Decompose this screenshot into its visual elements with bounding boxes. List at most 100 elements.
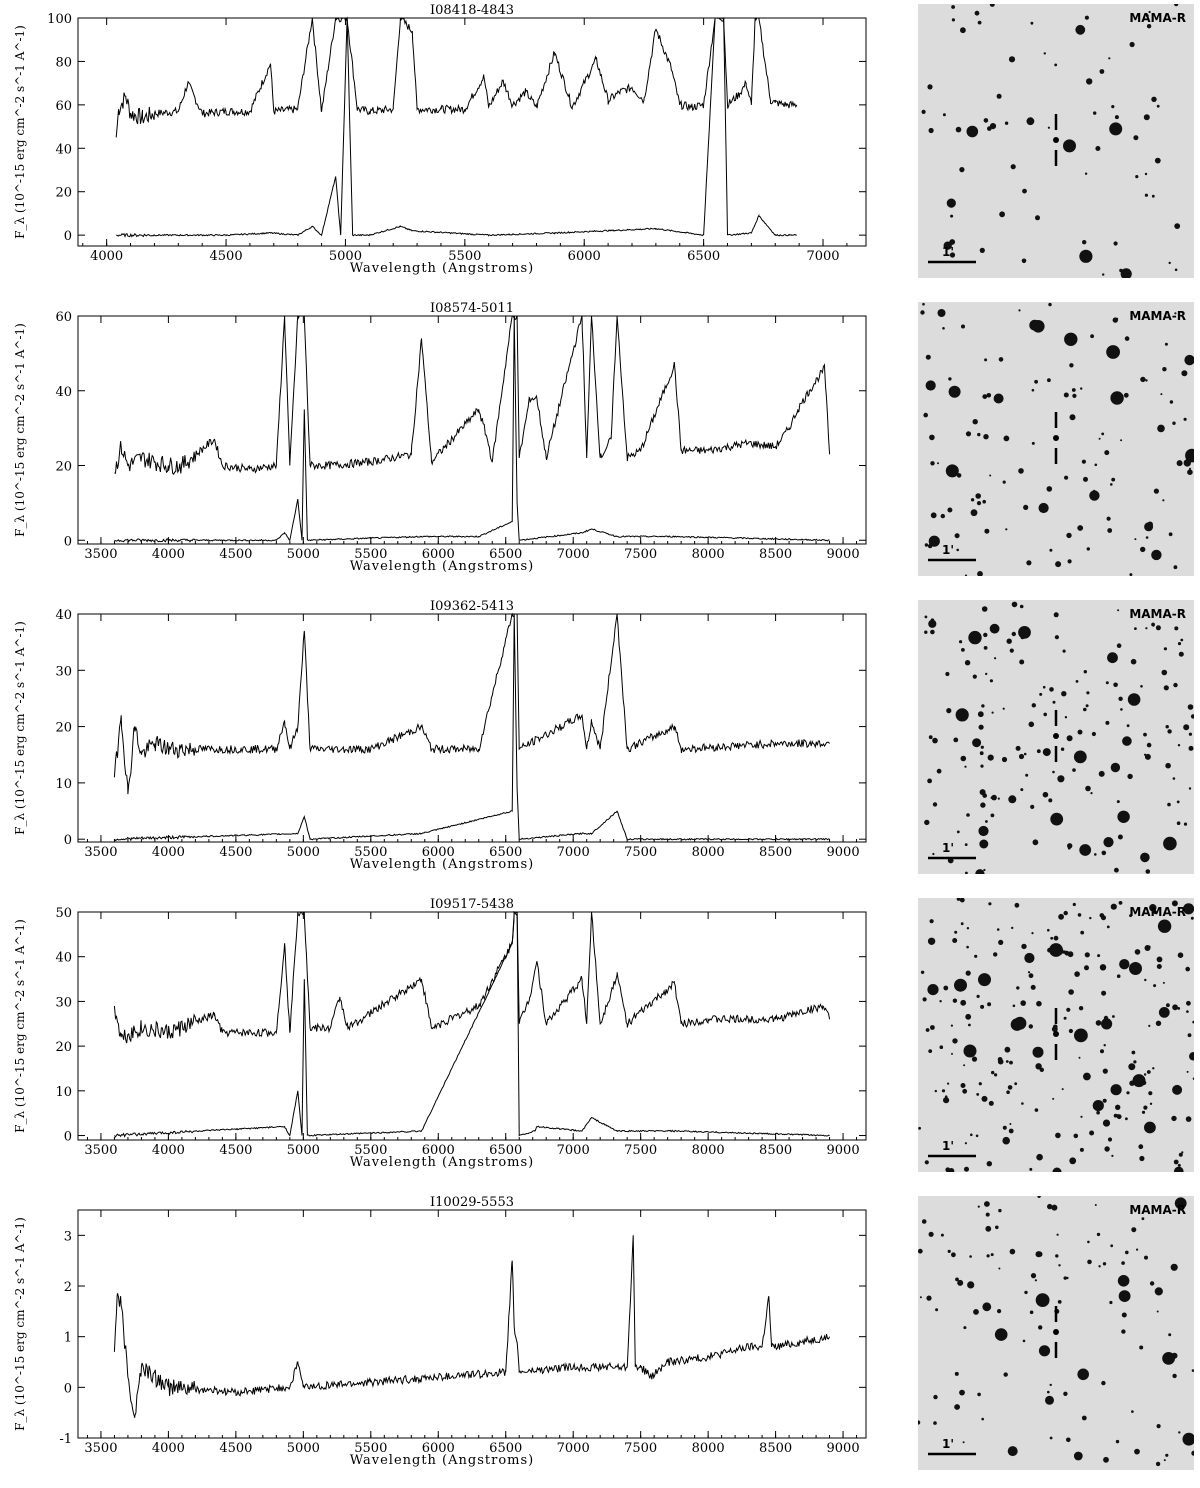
star	[1191, 1369, 1194, 1372]
chart-title: I10029-5553	[430, 1195, 514, 1210]
star	[1050, 812, 1064, 826]
star	[947, 1082, 950, 1085]
target-star	[1053, 435, 1059, 441]
star	[980, 745, 984, 749]
star	[1103, 1456, 1109, 1463]
survey-label: MAMA-R	[1129, 11, 1186, 25]
star	[1173, 682, 1178, 688]
x-tick-label: 8000	[692, 1143, 725, 1158]
star	[1174, 312, 1177, 315]
star	[1130, 658, 1137, 665]
star	[1110, 903, 1117, 910]
star	[1069, 363, 1074, 368]
star	[954, 1371, 959, 1376]
star	[1109, 122, 1123, 136]
x-tick-label: 5500	[354, 1441, 387, 1456]
star	[1024, 952, 1035, 964]
star	[1156, 956, 1163, 963]
y-tick-label: 20	[55, 721, 72, 736]
star	[976, 994, 980, 998]
star	[1101, 432, 1105, 436]
star	[1177, 952, 1184, 958]
star	[937, 309, 946, 317]
star	[1073, 1133, 1079, 1139]
x-tick-label: 9000	[827, 1441, 860, 1456]
star	[1172, 421, 1176, 425]
star	[1033, 841, 1036, 844]
star	[1025, 773, 1029, 777]
star	[1145, 536, 1149, 539]
star	[967, 1281, 975, 1289]
star	[1047, 1203, 1053, 1210]
star	[997, 797, 1000, 800]
star	[1020, 788, 1024, 792]
x-tick-label: 6500	[687, 249, 720, 264]
star	[1126, 724, 1130, 728]
star	[956, 830, 960, 834]
finding-chart-image: MAMA-R 1'	[918, 898, 1194, 1172]
finding-chart-image: MAMA-R 1'	[921, 4, 1186, 278]
star	[1014, 1082, 1018, 1086]
y-tick-label: 60	[55, 310, 72, 325]
star	[1167, 802, 1171, 807]
star	[1176, 821, 1181, 825]
star	[969, 1255, 972, 1258]
star	[925, 354, 931, 360]
star	[1003, 1372, 1008, 1377]
star	[1121, 1312, 1127, 1318]
star	[1073, 1451, 1083, 1461]
star	[978, 825, 989, 837]
star	[1149, 1102, 1153, 1105]
star	[928, 619, 937, 628]
star	[1073, 750, 1087, 764]
star	[963, 1044, 977, 1058]
x-tick-label: 9000	[827, 1143, 860, 1158]
star	[1030, 1273, 1037, 1279]
x-tick-label: 7000	[557, 1441, 590, 1456]
star	[1061, 1088, 1064, 1091]
star	[1011, 631, 1016, 637]
star	[1066, 1276, 1069, 1280]
y-tick-label: 40	[55, 608, 72, 623]
star	[1174, 268, 1178, 272]
star	[983, 646, 988, 650]
star	[1032, 1046, 1044, 1058]
star	[1148, 1091, 1153, 1096]
star	[1086, 78, 1093, 85]
star	[1047, 126, 1050, 129]
star	[1181, 1151, 1184, 1154]
star	[1084, 172, 1088, 175]
star	[1131, 1410, 1134, 1413]
x-axis-label: Wavelength (Angstroms)	[350, 857, 534, 872]
star	[1055, 1132, 1061, 1139]
star	[1183, 724, 1190, 731]
y-tick-label: 0	[64, 229, 72, 244]
x-tick-label: 7000	[557, 1143, 590, 1158]
star	[1066, 1437, 1071, 1443]
star	[1102, 1262, 1107, 1266]
star	[1110, 1084, 1122, 1096]
star	[1018, 626, 1031, 639]
star	[1045, 1395, 1054, 1405]
star	[943, 241, 952, 250]
star	[999, 211, 1005, 218]
star	[1183, 903, 1194, 915]
star	[1102, 1119, 1111, 1127]
star	[985, 672, 988, 676]
star	[1049, 943, 1063, 957]
y-tick-label: 10	[55, 777, 72, 792]
star	[1034, 379, 1038, 384]
star	[948, 385, 961, 398]
star	[959, 640, 963, 644]
y-tick-label: 20	[55, 460, 72, 475]
star	[1192, 1020, 1194, 1024]
y-tick-label: 3	[64, 1229, 72, 1244]
star	[1155, 1461, 1161, 1467]
star	[978, 724, 984, 730]
finding-chart: MAMA-R 1'	[918, 600, 1194, 874]
star	[965, 431, 972, 437]
star	[954, 978, 967, 992]
star	[1174, 626, 1179, 631]
spectrum-line	[113, 612, 830, 795]
star	[1097, 954, 1101, 958]
